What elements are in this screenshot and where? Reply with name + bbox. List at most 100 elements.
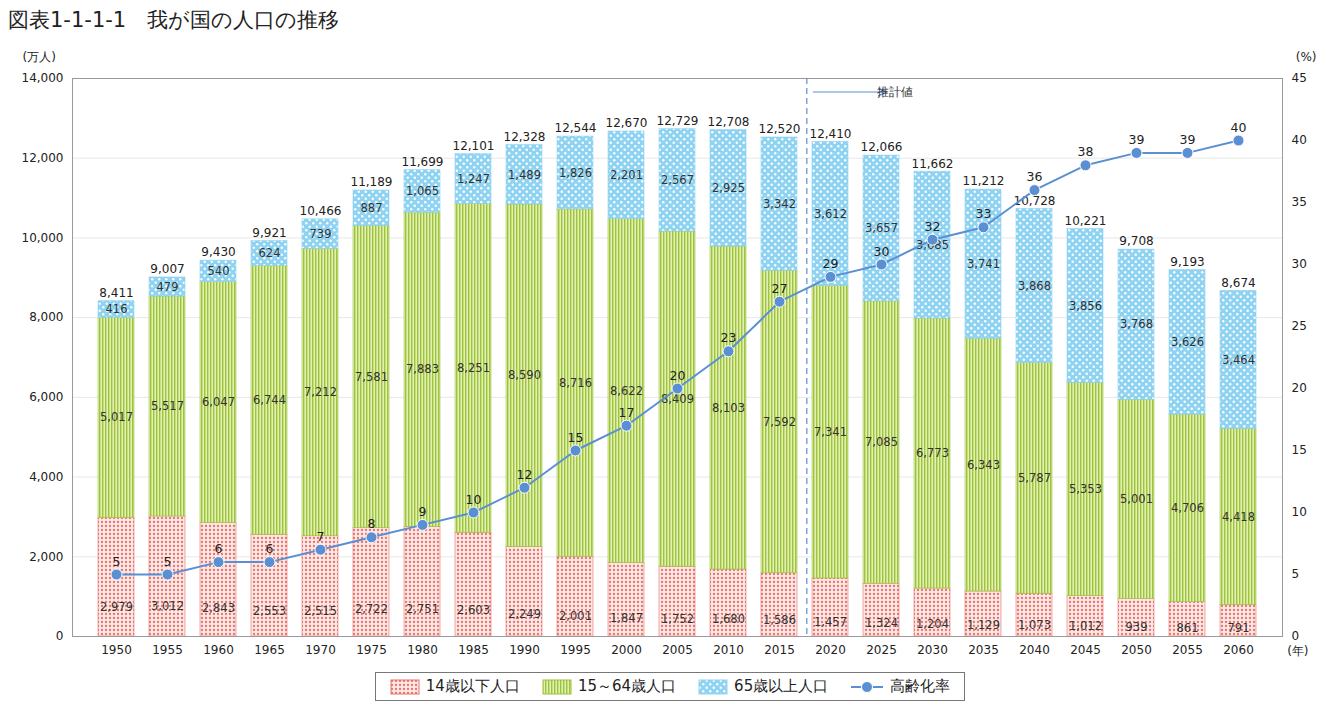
svg-text:10,221: 10,221 <box>1065 214 1107 228</box>
svg-text:(万人): (万人) <box>23 50 56 64</box>
svg-text:8,590: 8,590 <box>508 368 541 382</box>
svg-text:12,101: 12,101 <box>453 139 495 153</box>
svg-text:11,212: 11,212 <box>963 174 1005 188</box>
svg-text:2035: 2035 <box>968 643 999 657</box>
svg-text:8: 8 <box>368 516 376 531</box>
svg-text:2,553: 2,553 <box>253 604 286 618</box>
svg-text:479: 479 <box>157 280 179 294</box>
svg-text:45: 45 <box>1292 71 1307 85</box>
svg-text:624: 624 <box>259 246 281 260</box>
svg-text:7,581: 7,581 <box>355 370 388 384</box>
svg-text:5,517: 5,517 <box>151 399 184 413</box>
svg-text:33: 33 <box>976 206 992 221</box>
svg-text:10: 10 <box>1292 505 1307 519</box>
svg-text:1,073: 1,073 <box>1018 618 1051 632</box>
svg-text:2060: 2060 <box>1223 643 1254 657</box>
svg-text:4,418: 4,418 <box>1222 510 1255 524</box>
svg-text:2,567: 2,567 <box>661 173 694 187</box>
svg-text:3,856: 3,856 <box>1069 299 1102 313</box>
svg-text:5: 5 <box>164 554 172 569</box>
svg-text:2020: 2020 <box>815 643 846 657</box>
svg-text:2005: 2005 <box>662 643 693 657</box>
svg-text:30: 30 <box>874 244 890 259</box>
svg-text:12: 12 <box>517 467 533 482</box>
svg-text:15: 15 <box>1292 443 1307 457</box>
svg-text:2000: 2000 <box>611 643 642 657</box>
svg-text:25: 25 <box>1292 319 1307 333</box>
svg-text:4,000: 4,000 <box>29 470 63 484</box>
svg-text:0: 0 <box>56 629 64 643</box>
svg-text:540: 540 <box>208 264 230 278</box>
svg-text:27: 27 <box>772 281 788 296</box>
svg-text:1,247: 1,247 <box>457 172 490 186</box>
svg-text:1,847: 1,847 <box>610 611 643 625</box>
svg-text:7: 7 <box>317 529 325 544</box>
svg-text:3,342: 3,342 <box>763 197 796 211</box>
svg-text:39: 39 <box>1129 132 1145 147</box>
svg-text:3,768: 3,768 <box>1120 317 1153 331</box>
svg-text:1,457: 1,457 <box>814 615 847 629</box>
svg-text:9,708: 9,708 <box>1119 234 1153 248</box>
svg-text:(年): (年) <box>1287 644 1308 658</box>
svg-text:8,000: 8,000 <box>29 310 63 324</box>
svg-text:12,410: 12,410 <box>810 127 852 141</box>
svg-text:2045: 2045 <box>1070 643 1101 657</box>
svg-text:3,657: 3,657 <box>865 221 898 235</box>
svg-text:1995: 1995 <box>560 643 591 657</box>
svg-text:6: 6 <box>215 541 223 556</box>
svg-text:11,662: 11,662 <box>912 157 954 171</box>
svg-text:11,699: 11,699 <box>402 155 444 169</box>
svg-text:1,324: 1,324 <box>865 616 898 630</box>
svg-text:12,000: 12,000 <box>22 151 64 165</box>
svg-text:1960: 1960 <box>203 643 234 657</box>
svg-text:(%): (%) <box>1296 50 1317 64</box>
svg-text:2,001: 2,001 <box>559 609 592 623</box>
svg-text:5,787: 5,787 <box>1018 471 1051 485</box>
svg-text:9,007: 9,007 <box>150 262 184 276</box>
svg-text:5: 5 <box>1292 567 1300 581</box>
svg-text:1,204: 1,204 <box>916 617 949 631</box>
svg-text:23: 23 <box>721 330 737 345</box>
svg-text:8,716: 8,716 <box>559 376 592 390</box>
svg-text:1,012: 1,012 <box>1069 619 1102 633</box>
svg-text:5,001: 5,001 <box>1120 492 1153 506</box>
svg-text:7,212: 7,212 <box>304 385 337 399</box>
svg-text:9,193: 9,193 <box>1170 255 1204 269</box>
svg-text:3,741: 3,741 <box>967 257 1000 271</box>
svg-text:1,129: 1,129 <box>967 618 1000 632</box>
svg-text:1980: 1980 <box>407 643 438 657</box>
svg-text:2,722: 2,722 <box>355 602 388 616</box>
svg-text:5,353: 5,353 <box>1069 482 1102 496</box>
svg-text:2,249: 2,249 <box>508 607 541 621</box>
svg-text:6,343: 6,343 <box>967 458 1000 472</box>
svg-text:12,066: 12,066 <box>861 140 903 154</box>
svg-text:2,201: 2,201 <box>610 168 643 182</box>
svg-text:2,515: 2,515 <box>304 604 337 618</box>
svg-text:6: 6 <box>266 541 274 556</box>
svg-text:4,706: 4,706 <box>1171 501 1204 515</box>
svg-text:2010: 2010 <box>713 643 744 657</box>
svg-text:5: 5 <box>113 554 121 569</box>
svg-text:38: 38 <box>1078 144 1094 159</box>
svg-text:939: 939 <box>1126 620 1148 634</box>
svg-text:12,729: 12,729 <box>657 114 699 128</box>
svg-text:15: 15 <box>568 430 584 445</box>
svg-text:2050: 2050 <box>1121 643 1152 657</box>
svg-text:1950: 1950 <box>101 643 132 657</box>
svg-text:12,670: 12,670 <box>606 116 648 130</box>
svg-text:2055: 2055 <box>1172 643 1203 657</box>
svg-text:12,328: 12,328 <box>504 130 546 144</box>
svg-text:35: 35 <box>1292 195 1307 209</box>
svg-text:14,000: 14,000 <box>22 71 64 85</box>
svg-text:10,466: 10,466 <box>300 204 342 218</box>
svg-text:2,000: 2,000 <box>29 550 63 564</box>
svg-text:3,612: 3,612 <box>814 207 847 221</box>
svg-text:8,251: 8,251 <box>457 361 490 375</box>
svg-text:17: 17 <box>619 405 635 420</box>
svg-text:7,085: 7,085 <box>865 435 898 449</box>
svg-text:7,341: 7,341 <box>814 425 847 439</box>
svg-text:3,626: 3,626 <box>1171 335 1204 349</box>
svg-text:6,000: 6,000 <box>29 390 63 404</box>
svg-text:20: 20 <box>1292 381 1307 395</box>
svg-text:5,017: 5,017 <box>100 410 133 424</box>
